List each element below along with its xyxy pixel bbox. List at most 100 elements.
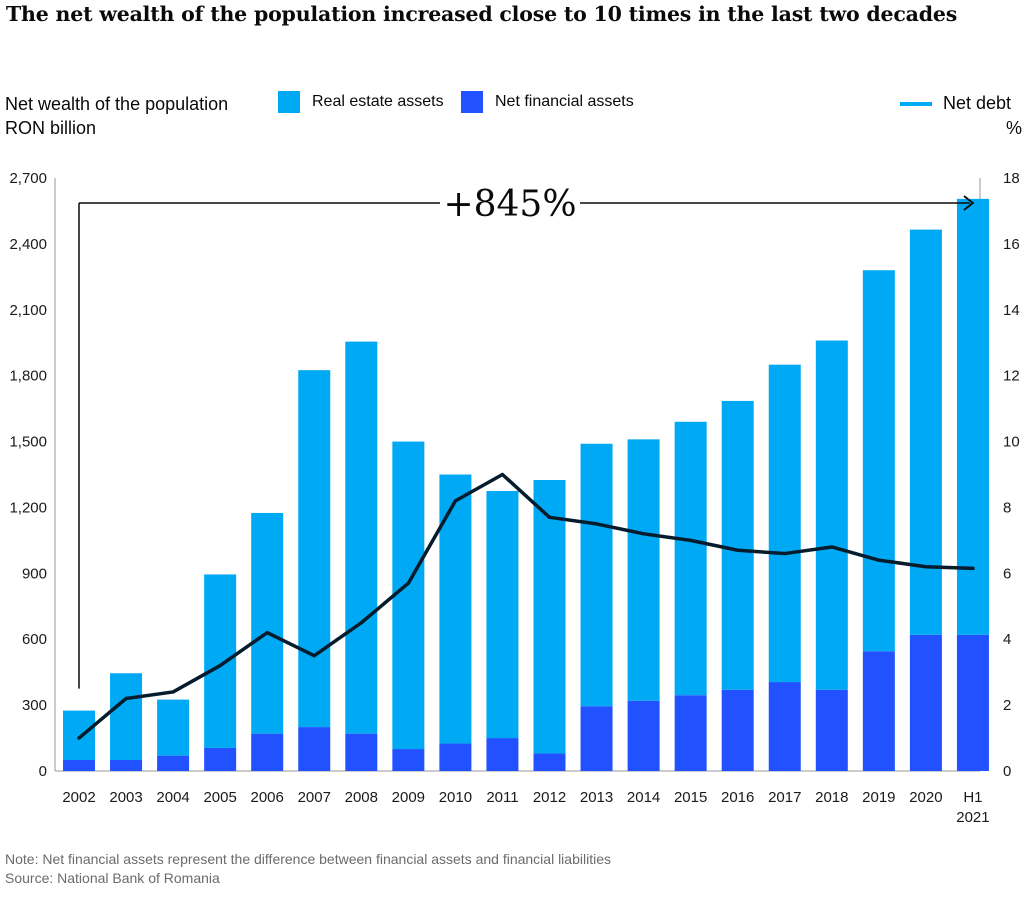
y-tick-label: 0 — [39, 763, 47, 780]
net-debt-point-8 — [453, 499, 457, 503]
net-debt-point-15 — [783, 551, 787, 556]
x-tick-label: 2002 — [62, 789, 95, 806]
bar-net-financial-4 — [251, 733, 284, 771]
net-debt-point-4 — [265, 631, 269, 635]
y-tick-label: 1,500 — [9, 434, 47, 451]
bar-net-financial-15 — [768, 682, 801, 771]
x-tick-label: 2014 — [627, 789, 660, 806]
bar-net-financial-3 — [204, 747, 237, 771]
net-debt-point-17 — [877, 558, 881, 562]
x-tick-label: 2013 — [580, 789, 613, 806]
x-tick-label: 2016 — [721, 789, 754, 806]
net-debt-point-11 — [594, 522, 599, 526]
x-tick-label: 2012 — [533, 789, 566, 806]
bar-net-financial-18 — [909, 634, 942, 771]
bar-real-estate-10 — [533, 479, 566, 754]
bar-net-financial-2 — [157, 755, 190, 771]
bar-real-estate-18 — [909, 229, 942, 635]
net-debt-point-12 — [642, 532, 646, 536]
y-tick-label: 900 — [22, 565, 47, 582]
right-axis-unit: % — [1005, 118, 1022, 138]
x-tick-label: 2011 — [486, 789, 518, 806]
y-tick-label: 2,700 — [9, 170, 47, 187]
bar-net-financial-6 — [345, 733, 378, 771]
legend-item-real-estate: Real estate assets — [278, 91, 444, 113]
bar-net-financial-16 — [815, 689, 848, 771]
y2-tick-label: 10 — [1003, 434, 1020, 451]
bar-real-estate-13 — [674, 421, 707, 696]
chart-note: Note: Net financial assets represent the… — [5, 851, 611, 867]
y2-tick-label: 6 — [1003, 565, 1011, 582]
bar-net-financial-11 — [580, 706, 613, 771]
net-debt-point-1 — [124, 696, 128, 701]
bar-real-estate-4 — [251, 512, 284, 734]
x-tick-label: 2015 — [674, 789, 707, 806]
legend-label-net-financial: Net financial assets — [495, 93, 634, 110]
bar-net-financial-12 — [627, 700, 660, 771]
legend-label-real-estate: Real estate assets — [312, 93, 444, 110]
net-debt-point-19 — [971, 566, 975, 570]
bar-real-estate-1 — [110, 673, 143, 761]
y2-tick-label: 8 — [1003, 499, 1011, 516]
bar-net-financial-13 — [674, 695, 707, 771]
net-debt-line — [77, 472, 975, 740]
left-axis-unit: RON billion — [5, 118, 97, 138]
net-debt-point-0 — [77, 736, 81, 740]
net-debt-point-13 — [689, 538, 693, 542]
x-tick-label: 2008 — [345, 789, 378, 806]
annotation-arrowhead — [963, 195, 975, 211]
left-axis-title: Net wealth of the population — [5, 94, 229, 114]
net-debt-point-10 — [547, 515, 552, 519]
net-debt-point-5 — [312, 654, 316, 658]
x-tick-label: 2009 — [392, 789, 425, 806]
x-tick-label: 2017 — [768, 789, 801, 806]
legend-swatch-real-estate — [278, 91, 300, 113]
net-debt-point-18 — [924, 565, 928, 569]
x-tick-label: 2020 — [909, 789, 942, 806]
x-tick-label: 2006 — [251, 789, 284, 806]
bar-net-financial-9 — [486, 738, 519, 771]
legend-item-net-financial: Net financial assets — [461, 91, 634, 113]
bar-net-financial-17 — [862, 651, 895, 771]
bar-real-estate-11 — [580, 443, 613, 707]
bar-real-estate-15 — [768, 364, 801, 683]
net-debt-point-7 — [406, 581, 410, 585]
bar-net-financial-5 — [298, 727, 331, 771]
bar-net-financial-0 — [63, 760, 95, 771]
legend-label-net-debt: Net debt — [943, 93, 1012, 113]
bar-real-estate-7 — [392, 441, 425, 750]
y-tick-label: 600 — [22, 631, 47, 648]
bar-real-estate-6 — [345, 341, 378, 734]
bar-net-financial-1 — [110, 760, 143, 771]
bar-real-estate-19 — [956, 198, 989, 635]
net-debt-point-2 — [171, 690, 175, 694]
chart-source: Source: National Bank of Romania — [5, 870, 220, 886]
bar-real-estate-12 — [627, 439, 660, 701]
x-tick-label: 2003 — [109, 789, 142, 806]
y2-tick-label: 2 — [1003, 697, 1011, 714]
x-tick-label: 2010 — [439, 789, 472, 806]
legend-swatch-net-financial — [461, 91, 483, 113]
bar-real-estate-5 — [298, 370, 331, 728]
x-tick-label: H1 2021 — [956, 789, 989, 826]
y2-tick-label: 18 — [1003, 170, 1020, 187]
net-debt-point-16 — [830, 545, 834, 549]
y-tick-label: 2,100 — [9, 302, 47, 319]
net-debt-point-14 — [736, 548, 740, 552]
net-debt-point-9 — [500, 472, 505, 477]
net-debt-point-3 — [218, 663, 222, 668]
y-tick-label: 1,200 — [9, 499, 47, 516]
bar-net-financial-14 — [721, 689, 754, 771]
y2-tick-label: 14 — [1003, 302, 1020, 319]
x-tick-label: 2004 — [156, 789, 189, 806]
bar-real-estate-3 — [204, 574, 237, 748]
x-tick-label: 2018 — [815, 789, 848, 806]
bar-real-estate-9 — [486, 490, 519, 739]
legend-line-net-debt — [900, 101, 932, 106]
y2-tick-label: 4 — [1003, 631, 1011, 648]
annotation-label: +845% — [443, 184, 576, 225]
bar-real-estate-0 — [63, 710, 95, 761]
net-debt-point-6 — [359, 621, 363, 625]
y2-tick-label: 16 — [1003, 236, 1020, 253]
